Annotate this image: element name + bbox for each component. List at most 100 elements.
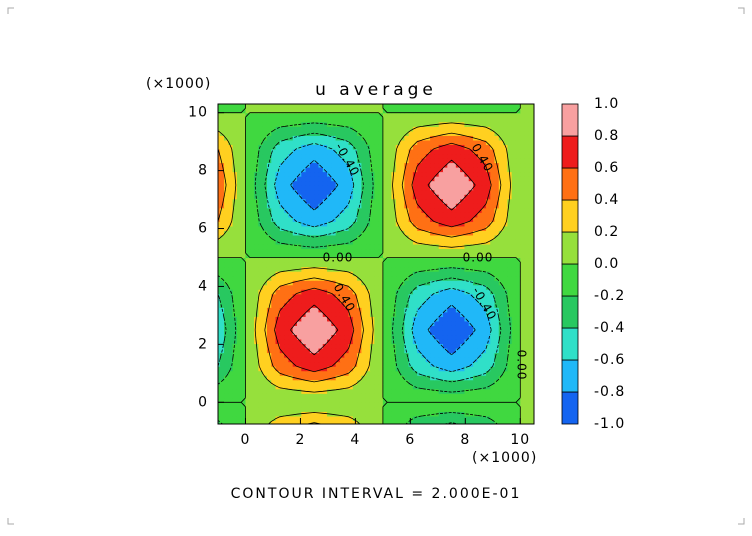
field-cell — [468, 234, 474, 240]
field-cell — [430, 352, 435, 358]
field-cell — [271, 252, 277, 259]
field-cell — [442, 384, 448, 390]
field-cell — [447, 325, 453, 331]
field-cell — [232, 262, 238, 268]
field-cell — [550, 172, 555, 177]
field-cell — [520, 406, 526, 412]
field-cell — [365, 230, 371, 236]
field-cell — [400, 357, 405, 363]
field-cell — [245, 212, 251, 218]
field-cell — [442, 334, 448, 340]
field-cell — [412, 320, 418, 326]
field-cell — [219, 280, 225, 286]
field-cell — [327, 207, 332, 213]
field-cell — [387, 275, 393, 281]
field-cell — [374, 357, 380, 363]
field-cell — [387, 284, 393, 290]
field-cell — [473, 343, 478, 349]
field-cell — [382, 357, 388, 363]
field-cell — [262, 366, 268, 372]
field-cell — [451, 325, 457, 331]
field-cell — [451, 234, 457, 240]
field-cell — [271, 415, 277, 421]
field-cell — [503, 257, 508, 263]
field-cell — [369, 243, 375, 250]
field-cell — [494, 230, 500, 236]
field-cell — [382, 271, 388, 277]
field-cell — [542, 402, 547, 407]
field-cell — [528, 157, 534, 164]
field-cell — [468, 257, 474, 263]
field-cell — [271, 334, 277, 340]
field-cell — [550, 303, 555, 308]
field-cell — [542, 190, 547, 195]
field-cell — [339, 393, 345, 399]
field-cell — [266, 397, 272, 403]
field-cell — [455, 225, 461, 231]
field-cell — [515, 370, 521, 376]
field-cell — [236, 338, 242, 345]
field-cell — [382, 343, 388, 349]
field-cell — [485, 334, 491, 340]
field-cell — [292, 207, 298, 213]
field-cell — [297, 252, 302, 259]
field-cell — [533, 429, 538, 434]
field-cell — [550, 289, 555, 294]
field-cell — [391, 212, 397, 218]
field-cell — [309, 347, 315, 354]
field-cell — [305, 334, 311, 340]
field-cell — [417, 248, 423, 254]
field-cell — [232, 252, 238, 259]
field-cell — [494, 357, 500, 363]
field-cell — [455, 397, 461, 403]
field-cell — [434, 425, 439, 430]
field-cell — [473, 298, 478, 304]
field-cell — [292, 379, 298, 385]
field-cell — [395, 203, 401, 209]
field-cell — [515, 375, 521, 381]
field-cell — [254, 280, 259, 286]
field-cell — [279, 234, 285, 240]
field-cell — [481, 189, 487, 195]
field-cell — [236, 384, 242, 390]
field-cell — [503, 397, 508, 403]
field-cell — [218, 406, 221, 412]
field-cell — [503, 166, 508, 173]
field-cell — [481, 397, 487, 403]
field-cell — [327, 230, 332, 236]
field-cell — [391, 357, 397, 363]
field-cell — [421, 293, 427, 299]
field-cell — [284, 289, 290, 295]
field-cell — [434, 257, 440, 263]
field-cell — [546, 312, 551, 317]
field-cell — [546, 407, 551, 412]
field-cell — [279, 271, 285, 277]
field-cell — [387, 166, 393, 173]
field-cell — [473, 194, 478, 200]
field-cell — [369, 262, 375, 268]
field-cell — [266, 234, 272, 240]
field-cell — [550, 285, 555, 290]
field-cell — [271, 180, 277, 186]
field-cell — [297, 347, 302, 354]
field-cell — [335, 402, 341, 408]
field-cell — [245, 425, 250, 430]
field-cell — [542, 321, 547, 326]
field-cell — [301, 257, 307, 263]
field-cell — [520, 293, 526, 299]
field-cell — [404, 248, 410, 254]
field-cell — [447, 370, 453, 376]
field-cell — [455, 194, 461, 200]
field-cell — [481, 185, 487, 191]
field-cell — [361, 370, 367, 376]
field-cell — [395, 302, 401, 308]
field-cell — [322, 352, 328, 358]
field-cell — [481, 298, 487, 304]
field-cell — [279, 411, 285, 417]
field-cell — [528, 293, 534, 299]
field-cell — [365, 185, 371, 191]
field-cell — [430, 293, 435, 299]
field-cell — [218, 311, 221, 317]
field-cell — [297, 325, 302, 331]
field-cell — [490, 266, 496, 272]
